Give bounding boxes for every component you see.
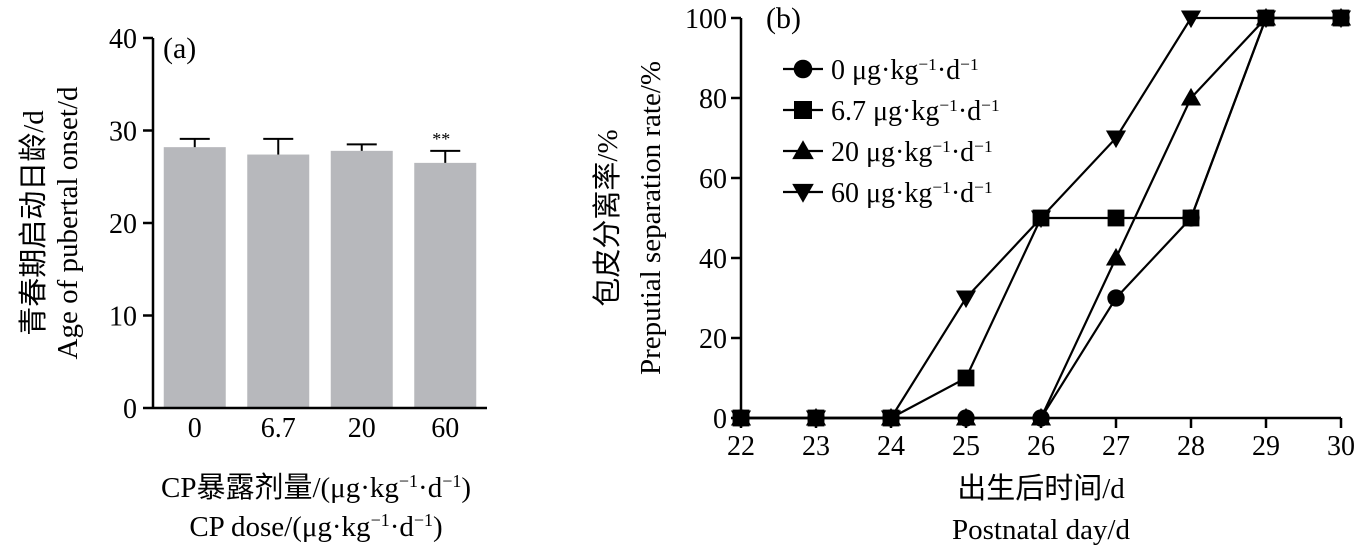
series-3-point-27 (1105, 130, 1127, 149)
y-tick-label-40: 40 (699, 244, 727, 275)
x-tick-label-28: 28 (1177, 431, 1205, 462)
panel-label-a: (a) (163, 32, 196, 65)
legend-marker-3 (792, 183, 814, 203)
x-axis-title-en: Postnatal day/d (952, 514, 1131, 546)
y-tick-label-0: 0 (713, 404, 727, 435)
legend-label-0: 0 μg·kg−1·d−1 (831, 55, 979, 87)
y-tick-label-0: 0 (123, 394, 137, 425)
series-2-point-27 (1105, 247, 1127, 266)
y-axis-title-cn: 包皮分离率/% (591, 129, 624, 306)
y-tick-label-10: 10 (109, 302, 137, 333)
series-2-point-26 (1030, 407, 1052, 426)
x-tick-label-29: 29 (1252, 431, 1280, 462)
panel-b-line-chart: 0 20 40 60 80 100 22 23 24 25 26 27 28 29 30 (b) 0 μg·kg… (591, 2, 1354, 546)
series-2-point-25 (955, 407, 977, 426)
x-tick-label-23: 23 (802, 431, 830, 462)
series-1-point-25 (957, 369, 975, 387)
x-tick-label-0: 0 (188, 413, 202, 444)
series-3-point-25 (955, 290, 977, 309)
legend: 0 μg·kg−1·d−1 6.7 μg·kg−1·d−1 20 μg·kg−1·d… (783, 55, 1000, 210)
y-tick-label-20: 20 (699, 324, 727, 355)
x-tick-label-30: 30 (1327, 431, 1354, 462)
y-tick-label-30: 30 (109, 117, 137, 148)
y-axis-title-en: Age of pubertal onset/d (52, 86, 84, 360)
x-axis-title-en: CP dose/(μg·kg−1·d−1) (189, 510, 442, 543)
series-0-point-27 (1107, 289, 1125, 307)
x-tick-label-6.7: 6.7 (261, 413, 296, 444)
bar-6.7 (247, 154, 310, 408)
bar-60 (414, 162, 477, 408)
legend-label-1: 6.7 μg·kg−1·d−1 (831, 96, 1000, 128)
y-axis-title-en: Preputial separation rate/% (635, 61, 667, 375)
legend-label-3: 60 μg·kg−1·d−1 (831, 178, 993, 210)
x-tick-label-27: 27 (1102, 431, 1130, 462)
series-1-point-27 (1107, 209, 1125, 227)
y-tick-label-40: 40 (109, 24, 137, 55)
significance-label: ** (432, 129, 450, 149)
series-2-point-28 (1180, 87, 1202, 106)
bar-20 (330, 150, 393, 408)
x-axis-title-cn: 出生后时间/d (957, 472, 1125, 505)
y-axis-title-cn: 青春期启动日龄/d (17, 110, 50, 336)
x-tick-label-26: 26 (1027, 431, 1055, 462)
y-tick-label-80: 80 (699, 84, 727, 115)
series-1-point-28 (1182, 209, 1200, 227)
bar-0 (163, 147, 226, 408)
series-3-point-30 (1330, 10, 1352, 29)
x-tick-label-25: 25 (952, 431, 980, 462)
y-tick-label-100: 100 (685, 4, 727, 35)
series-3-point-28 (1180, 10, 1202, 29)
x-axis-title-cn: CP暴露剂量/(μg·kg−1·d−1) (161, 471, 471, 504)
x-tick-label-20: 20 (348, 413, 376, 444)
y-tick-label-60: 60 (699, 164, 727, 195)
legend-marker-2 (792, 140, 814, 160)
series-3-point-29 (1255, 10, 1277, 29)
legend-marker-1 (794, 101, 812, 119)
legend-label-2: 20 μg·kg−1·d−1 (831, 137, 993, 169)
x-tick-label-60: 60 (431, 413, 459, 444)
panel-label-b: (b) (766, 2, 801, 35)
x-tick-label-22: 22 (727, 431, 755, 462)
series-3-point-26 (1030, 210, 1052, 229)
y-tick-label-20: 20 (109, 209, 137, 240)
panel-a-bar-chart: 0 6.7 20 60 ** 0 10 20 30 40 (a) 青春期启动日龄/d Age of pu… (17, 24, 487, 543)
legend-marker-0 (793, 59, 813, 79)
x-tick-label-24: 24 (877, 431, 905, 462)
